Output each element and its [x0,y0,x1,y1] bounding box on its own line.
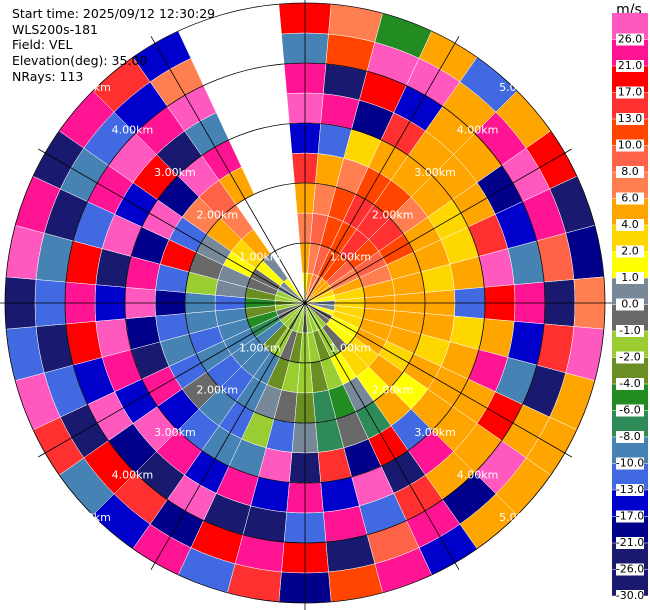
colorbar-label: -4.0 [619,377,640,390]
colorbar-label-bg [616,325,644,337]
range-label: 5.00km [69,81,111,94]
colorbar-label-bg [616,457,644,470]
colorbar-label-bg [616,510,644,523]
colorbar-label: -8.0 [619,430,640,443]
colorbar-label-bg [616,245,644,258]
colorbar-label: 26.0 [618,33,643,46]
range-ring [4,2,606,604]
colorbar-label: 1.0 [621,271,639,284]
colorbar-label: 2.0 [621,245,639,258]
colorbar-label-bg [616,139,644,152]
colorbar-label: 21.0 [618,59,643,72]
colorbar-label: 10.0 [618,139,643,152]
colorbar-label: -10.0 [616,457,644,470]
colorbar-label: -26.0 [616,563,644,576]
range-label: 2.00km [372,208,414,221]
colorbar-label: -1.0 [619,324,640,337]
range-grid [0,0,613,610]
range-label: 3.00km [154,166,196,179]
colorbar-label-bg [616,431,644,443]
colorbar-label-bg [616,86,644,99]
range-label: 3.00km [414,166,456,179]
range-label: 1.00km [239,251,281,264]
range-label: 4.00km [112,469,154,482]
colorbar-label-bg [616,378,644,390]
range-ring [124,122,486,484]
range-label: 1.00km [239,341,281,354]
colorbar: m/s 26.021.017.013.010.08.06.04.02.01.00… [612,2,648,602]
range-label: 4.00km [112,123,154,136]
range-ring [64,62,546,544]
colorbar-label-bg [616,404,644,417]
colorbar-label: 0.0 [621,298,639,311]
colorbar-label: 8.0 [621,165,639,178]
colorbar-label: 6.0 [621,192,639,205]
colorbar-label-bg [616,298,644,311]
range-labels: 1.00km 1.00km 1.00km 1.00km 2.00km 2.00km 2.00… [69,81,540,524]
spoke [304,302,572,458]
colorbar-label-bg [616,272,644,284]
info-line: NRays: 113 [12,69,83,84]
range-label: 1.00km [329,341,371,354]
range-label: 4.00km [457,469,499,482]
range-label: 5.00km [499,511,541,524]
colorbar-label: 17.0 [618,86,643,99]
colorbar-label-bg [616,563,644,576]
spoke [304,302,460,570]
range-label: 3.00km [154,426,196,439]
range-ring [244,242,366,364]
colorbar-label: -6.0 [619,404,640,417]
colorbar-label-bg [616,33,644,46]
colorbar-label: 13.0 [618,112,643,125]
spoke [150,36,306,304]
range-label: 2.00km [372,384,414,397]
range-label: 2.00km [197,384,239,397]
colorbar-label: -30.0 [616,589,644,602]
info-block: Start time: 2025/09/12 12:30:29 WLS200s-… [12,6,215,84]
colorbar-label: -21.0 [616,536,644,549]
colorbar-label-bg [616,537,644,549]
colorbar-label-bg [616,192,644,205]
info-line: Field: VEL [12,37,72,52]
info-line: Start time: 2025/09/12 12:30:29 [12,6,215,21]
range-label: 3.00km [414,426,456,439]
colorbar-label-bg [616,484,644,496]
colorbar-label-bg [616,166,644,178]
colorbar-label: -17.0 [616,510,644,523]
spoke [304,148,572,304]
info-line: Elevation(deg): 35.00 [12,53,147,68]
colorbar-label-bg [616,60,644,72]
range-label: 5.00km [69,511,111,524]
colorbar-label: -13.0 [616,483,644,496]
info-line: WLS200s-181 [12,22,98,37]
spoke [38,148,306,304]
colorbar-label-bg [616,590,644,602]
colorbar-label-bg [616,113,644,125]
colorbar-label: -2.0 [619,351,640,364]
colorbar-label-bg [616,351,644,364]
spoke [304,36,460,304]
colorbar-label-bg [616,219,644,231]
colorbar-label: 4.0 [621,218,639,231]
spoke [38,302,306,458]
range-label: 4.00km [457,123,499,136]
spoke [150,302,306,570]
range-ring [184,182,426,424]
range-label: 5.00km [499,81,541,94]
range-label: 2.00km [197,208,239,221]
range-label: 1.00km [329,251,371,264]
